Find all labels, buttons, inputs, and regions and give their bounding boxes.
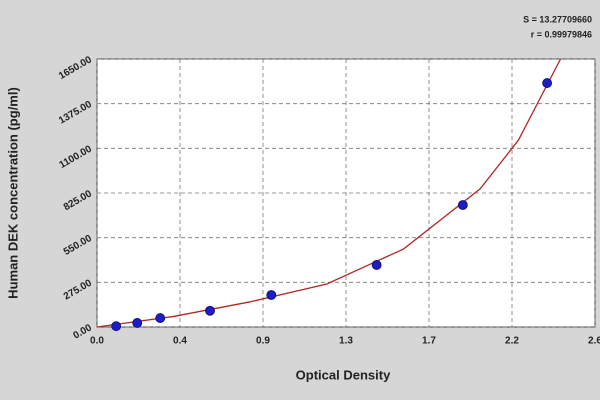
fit-curve: [96, 58, 562, 328]
data-point: [155, 313, 166, 323]
x-tick-label: 1.3: [339, 336, 353, 347]
x-tick-label: 0.9: [256, 336, 270, 347]
x-tick-label: 0.4: [173, 336, 187, 347]
x-tick-label: 1.7: [422, 336, 436, 347]
data-point: [266, 290, 277, 300]
data-point: [542, 78, 553, 88]
annotation: S = 13.27709660: [523, 14, 592, 24]
y-tick-label: 1375.00: [57, 99, 94, 127]
y-tick-label: 275.00: [62, 277, 94, 302]
data-point: [132, 318, 143, 328]
x-axis-label: Optical Density: [296, 367, 391, 382]
data-point: [111, 321, 122, 332]
x-tick-label: 0.0: [90, 336, 104, 347]
y-axis-label: Human DEK concentration (pg/ml): [5, 87, 20, 299]
data-point: [371, 260, 382, 270]
x-tick-label: 2.2: [505, 336, 519, 347]
y-tick-label: 550.00: [62, 233, 94, 258]
annotation: r = 0.99979846: [531, 29, 592, 39]
data-point: [205, 305, 215, 316]
data-point: [457, 200, 468, 210]
y-tick-label: 1650.00: [57, 54, 94, 82]
y-tick-label: 1100.00: [57, 143, 94, 171]
x-tick-label: 2.6: [588, 336, 600, 347]
y-tick-label: 825.00: [62, 188, 94, 213]
